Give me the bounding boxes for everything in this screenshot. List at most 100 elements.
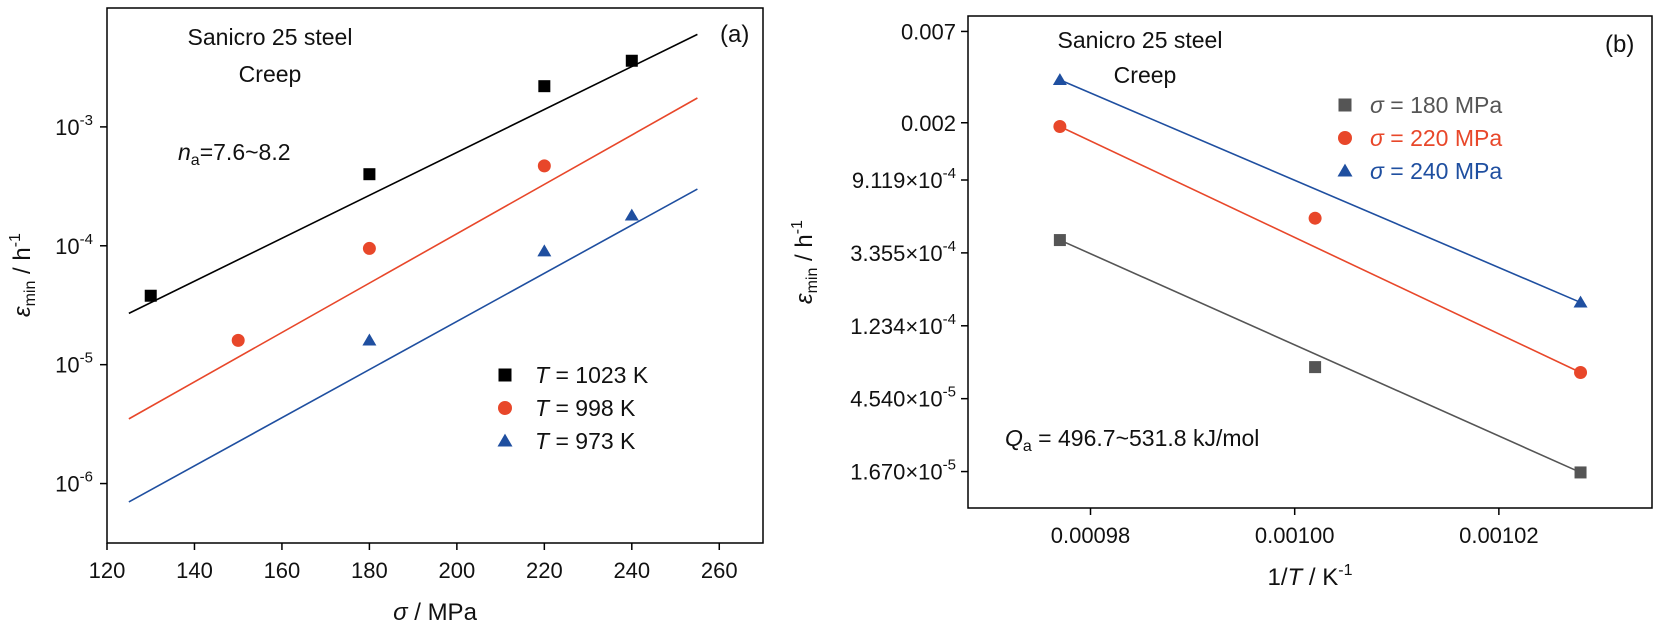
x-axis-label-b-text: / K: [1302, 564, 1338, 591]
annotation-b-sub: a: [1023, 438, 1032, 455]
x-tick-label-a-4: 200: [439, 558, 476, 583]
fit-line-b-1: [1059, 125, 1581, 374]
y-tick-label-b-3: 3.355×10-4: [850, 238, 956, 266]
data-points-b: [1052, 73, 1588, 479]
y-tick-label-b-6: 0.007: [901, 19, 956, 44]
panel-label-b: (b): [1605, 31, 1634, 58]
x-axis-label-b: 1/T / K-1: [1268, 562, 1353, 591]
plot-frame-a: [106, 7, 764, 544]
data-point-a-0-0: [144, 289, 157, 302]
x-axis-ticks-b: 0.00098 0.00100 0.00102: [1051, 508, 1539, 548]
y-axis-label-a-base: ε: [9, 306, 36, 317]
y-axis-label-b: εmin / h-1: [789, 220, 821, 304]
y-tick-label-b-0: 1.670×10-5: [850, 457, 956, 485]
x-tick-label-a-0: 120: [89, 558, 126, 583]
legend-label-b-1: σ = 220 MPa: [1370, 125, 1502, 151]
annotation-b-text: = 496.7~531.8 kJ/mol: [1032, 425, 1260, 451]
y-axis-ticks-b: 1.670×10-5 4.540×10-5 1.234×10-4 3.355×10-4…: [850, 19, 968, 485]
legend-marker-b-0: [1338, 98, 1352, 112]
panel-label-a: (a): [720, 21, 749, 48]
chart-panel-b: 0.00098 0.00100 0.00102 1.670×10-5 4.540×10…: [789, 15, 1653, 591]
data-point-b-1-0: [1053, 119, 1067, 133]
data-point-b-1-2: [1574, 366, 1588, 380]
y-tick-label-b-4: 9.119×10-4: [852, 165, 956, 193]
x-tick-label-a-3: 180: [351, 558, 388, 583]
x-axis-label-a-symbol: σ: [393, 599, 409, 626]
x-axis-ticks-a: 120 140 160 180 200 220 240 260: [89, 543, 738, 583]
y-axis-label-b-sub: min: [804, 268, 821, 294]
chart-title-a: Sanicro 25 steel: [188, 24, 353, 50]
y-axis-label-a-sub: min: [22, 281, 39, 307]
plot-frame-b: [967, 15, 1653, 509]
fit-lines-a: [128, 33, 698, 503]
data-point-a-0-1: [363, 168, 376, 181]
legend-marker-a-1: [498, 401, 512, 415]
x-axis-label-b-prefix: 1/: [1268, 564, 1288, 591]
y-tick-label-a-3: 10-3: [55, 112, 93, 140]
fit-line-b-0: [1059, 239, 1581, 474]
annotation-b: Qa = 496.7~531.8 kJ/mol: [1005, 425, 1259, 455]
y-tick-label-a-1: 10-5: [55, 350, 93, 378]
data-point-b-1-1: [1308, 211, 1322, 225]
data-point-b-0-0: [1053, 234, 1066, 247]
fit-line-a-0: [128, 33, 698, 315]
y-tick-label-b-2: 1.234×10-4: [850, 311, 956, 339]
y-tick-label-b-1: 4.540×10-5: [850, 384, 956, 412]
y-axis-label-a-text: / h: [9, 247, 36, 280]
annotation-a-text: =7.6~8.2: [200, 139, 291, 165]
legend-label-a-0: T = 1023 K: [535, 362, 649, 388]
fit-line-a-2: [128, 188, 698, 503]
y-axis-label-b-text: / h: [791, 234, 818, 267]
legend-marker-b-2: [1337, 163, 1353, 177]
x-tick-label-a-5: 220: [526, 558, 563, 583]
data-point-b-2-1: [1573, 295, 1588, 308]
annotation-a-sub: a: [191, 152, 200, 169]
annotation-b-prefix: Q: [1005, 425, 1023, 451]
legend-marker-a-0: [498, 368, 512, 382]
x-axis-label-a: σ / MPa: [393, 599, 477, 626]
x-axis-label-b-symbol: T: [1288, 564, 1305, 591]
data-point-a-0-3: [625, 54, 638, 67]
y-tick-label-b-5: 0.002: [901, 111, 956, 136]
data-point-b-2-0: [1052, 73, 1067, 86]
x-tick-label-a-1: 140: [176, 558, 213, 583]
x-tick-label-a-7: 260: [701, 558, 738, 583]
y-axis-label-a-sup: -1: [7, 233, 24, 247]
legend-b: σ = 180 MPa σ = 220 MPa σ = 240 MPa: [1337, 92, 1502, 184]
fit-line-a-1: [128, 97, 698, 420]
annotation-a-prefix: n: [178, 139, 191, 165]
fit-lines-b: [1059, 79, 1581, 474]
data-point-a-1-1: [362, 241, 376, 255]
chart-subtitle-a: Creep: [239, 61, 302, 87]
legend-marker-b-1: [1338, 131, 1352, 145]
data-point-a-1-0: [231, 333, 245, 347]
y-axis-label-a: εmin / h-1: [7, 233, 39, 317]
x-tick-label-a-2: 160: [264, 558, 301, 583]
chart-title-b: Sanicro 25 steel: [1058, 27, 1223, 53]
x-tick-label-b-0: 0.00098: [1051, 523, 1131, 548]
y-tick-label-a-0: 10-6: [55, 469, 93, 497]
data-point-a-0-2: [538, 80, 551, 93]
y-axis-label-b-base: ε: [791, 293, 818, 304]
fit-line-b-2: [1059, 79, 1581, 304]
y-tick-label-a-2: 10-4: [55, 231, 93, 259]
data-point-a-1-2: [537, 159, 551, 173]
y-axis-ticks-a: 10-6 10-5 10-4 10-3: [55, 112, 107, 497]
legend-label-b-0: σ = 180 MPa: [1370, 92, 1502, 118]
data-point-a-2-2: [624, 208, 639, 221]
data-point-b-0-1: [1309, 361, 1322, 374]
chart-subtitle-b: Creep: [1114, 62, 1177, 88]
legend-a: T = 1023 K T = 998 K T = 973 K: [497, 362, 649, 454]
x-tick-label-a-6: 240: [613, 558, 650, 583]
data-points-a: [144, 54, 639, 347]
annotation-a: na=7.6~8.2: [178, 139, 291, 169]
y-axis-label-b-sup: -1: [789, 220, 806, 234]
chart-panel-a: 120 140 160 180 200 220 240 260 10-610-510-410-…: [7, 7, 764, 626]
legend-label-a-2: T = 973 K: [535, 428, 636, 454]
x-tick-label-b-2: 0.00102: [1459, 523, 1539, 548]
legend-label-a-1: T = 998 K: [535, 395, 636, 421]
x-axis-label-a-text: / MPa: [408, 599, 478, 626]
legend-marker-a-2: [497, 433, 513, 447]
data-point-a-2-1: [537, 244, 552, 257]
